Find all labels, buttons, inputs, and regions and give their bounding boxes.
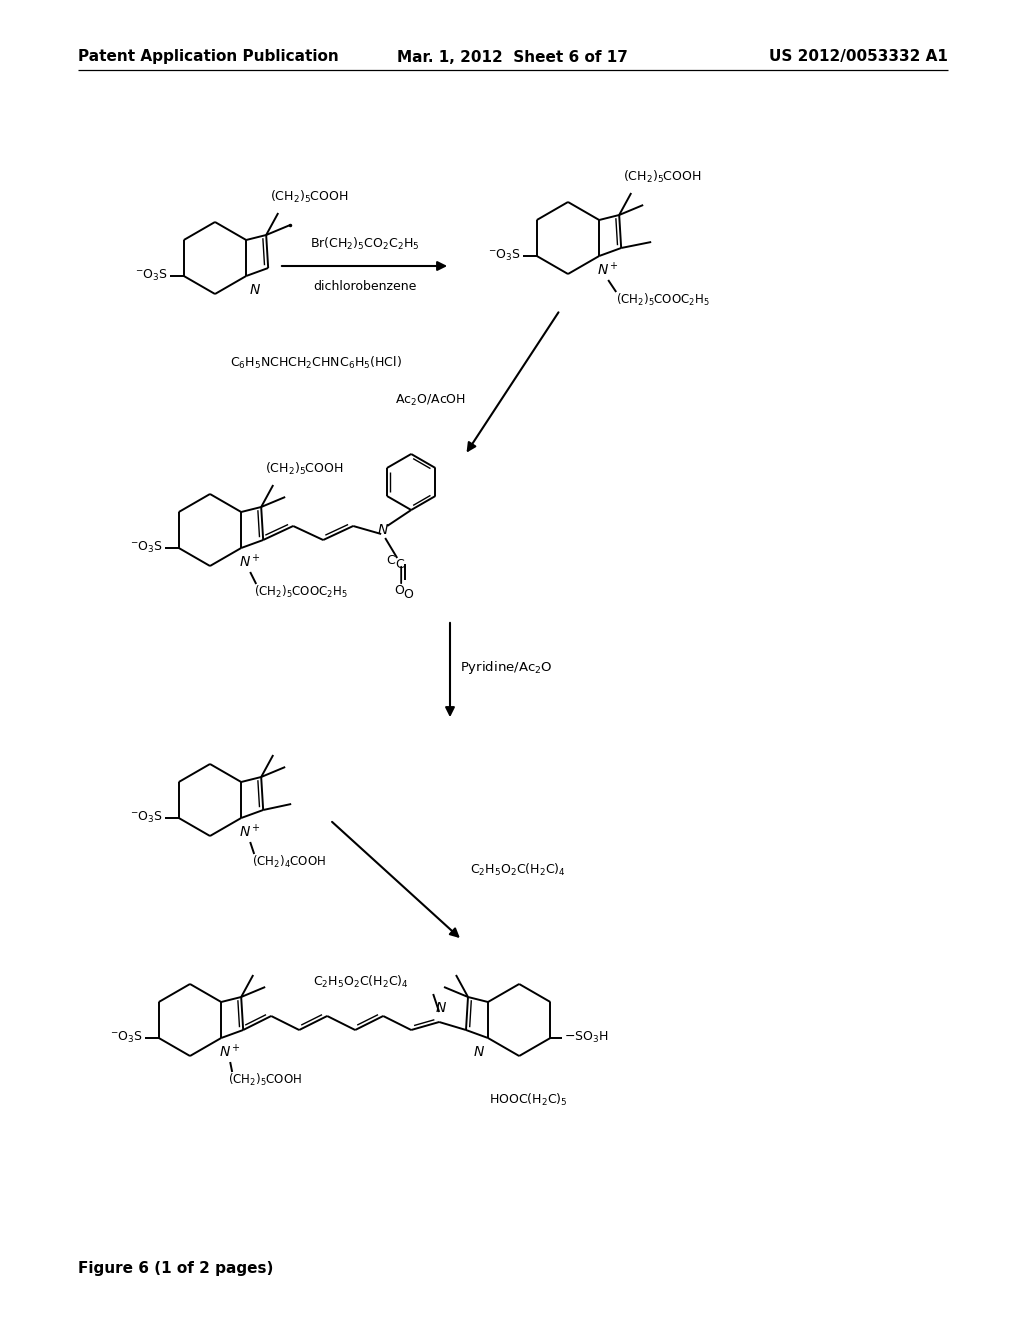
- Text: (CH$_2$)$_5$COOH: (CH$_2$)$_5$COOH: [228, 1072, 302, 1088]
- Text: $^{-}$O$_3$S: $^{-}$O$_3$S: [110, 1030, 142, 1044]
- Text: N$^+$: N$^+$: [240, 824, 261, 841]
- Text: O: O: [394, 583, 404, 597]
- Text: (CH$_2$)$_5$COOC$_2$H$_5$: (CH$_2$)$_5$COOC$_2$H$_5$: [616, 292, 710, 308]
- Text: (CH$_2$)$_5$COOH: (CH$_2$)$_5$COOH: [270, 189, 349, 205]
- Text: O: O: [403, 587, 413, 601]
- Text: C$_6$H$_5$NCHCH$_2$CHNC$_6$H$_5$(HCl): C$_6$H$_5$NCHCH$_2$CHNC$_6$H$_5$(HCl): [230, 355, 401, 371]
- Text: Pyridine/Ac$_2$O: Pyridine/Ac$_2$O: [460, 660, 553, 676]
- Text: N$^+$: N$^+$: [597, 261, 618, 279]
- Text: N: N: [378, 523, 388, 537]
- Text: C: C: [386, 553, 395, 566]
- Text: Mar. 1, 2012  Sheet 6 of 17: Mar. 1, 2012 Sheet 6 of 17: [396, 49, 628, 65]
- Text: (CH$_2$)$_5$COOH: (CH$_2$)$_5$COOH: [265, 461, 344, 477]
- Text: Br(CH$_2$)$_5$CO$_2$C$_2$H$_5$: Br(CH$_2$)$_5$CO$_2$C$_2$H$_5$: [310, 236, 419, 252]
- Text: $^{-}$O$_3$S: $^{-}$O$_3$S: [135, 268, 168, 282]
- Text: (CH$_2$)$_5$COOC$_2$H$_5$: (CH$_2$)$_5$COOC$_2$H$_5$: [254, 583, 348, 601]
- Text: N: N: [474, 1045, 484, 1059]
- Text: HOOC(H$_2$C)$_5$: HOOC(H$_2$C)$_5$: [489, 1092, 568, 1107]
- Text: $^{-}$O$_3$S: $^{-}$O$_3$S: [130, 809, 163, 825]
- Text: $^{-}$O$_3$S: $^{-}$O$_3$S: [130, 540, 163, 554]
- Text: C$_2$H$_5$O$_2$C(H$_2$C)$_4$: C$_2$H$_5$O$_2$C(H$_2$C)$_4$: [470, 862, 566, 878]
- Text: US 2012/0053332 A1: US 2012/0053332 A1: [769, 49, 948, 65]
- Text: C$_2$H$_5$O$_2$C(H$_2$C)$_4$: C$_2$H$_5$O$_2$C(H$_2$C)$_4$: [313, 974, 410, 990]
- Text: $-$SO$_3$H: $-$SO$_3$H: [564, 1030, 609, 1044]
- Text: Figure 6 (1 of 2 pages): Figure 6 (1 of 2 pages): [78, 1261, 273, 1275]
- Text: (CH$_2$)$_5$COOH: (CH$_2$)$_5$COOH: [624, 169, 701, 185]
- Text: Patent Application Publication: Patent Application Publication: [78, 49, 339, 65]
- Text: Ac$_2$O/AcOH: Ac$_2$O/AcOH: [395, 392, 466, 408]
- Text: dichlorobenzene: dichlorobenzene: [312, 280, 416, 293]
- Text: C: C: [395, 557, 403, 570]
- Text: $^{-}$O$_3$S: $^{-}$O$_3$S: [487, 247, 521, 263]
- Text: N$^+$: N$^+$: [240, 553, 261, 570]
- Text: N: N: [436, 1001, 446, 1015]
- Text: (CH$_2$)$_4$COOH: (CH$_2$)$_4$COOH: [252, 854, 326, 870]
- Text: N$^+$: N$^+$: [219, 1043, 241, 1061]
- Text: N: N: [250, 282, 260, 297]
